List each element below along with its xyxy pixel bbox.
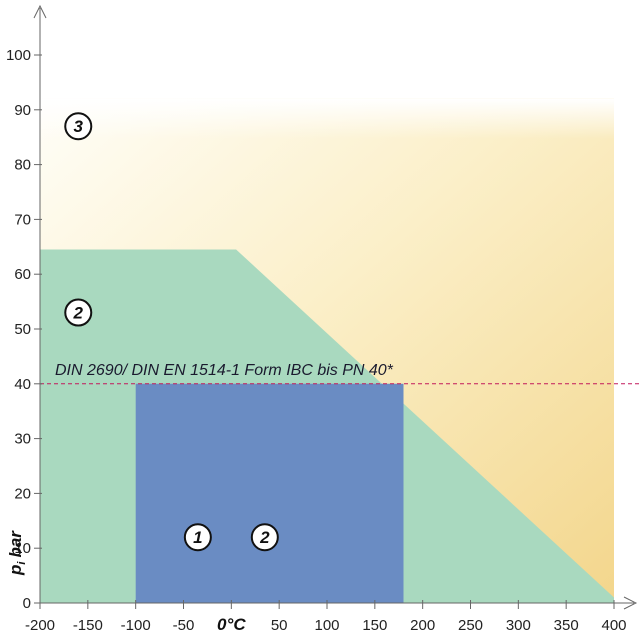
zone-1-badge: 1 (183, 523, 212, 552)
y-tick-label: 30 (14, 431, 31, 448)
zone-2-badge: 2 (64, 298, 93, 327)
y-tick-label: 40 (14, 376, 31, 393)
y-axis-arrow-icon (33, 4, 47, 19)
reference-line-layer: DIN 2690/ DIN EN 1514-1 Form IBC bis PN … (40, 362, 640, 385)
x-tick-label: -200 (25, 617, 55, 634)
x-axis-title: 0°C (217, 615, 246, 634)
zone-2-badge-secondary: 2 (250, 523, 279, 552)
zone-3-top-fade (40, 98, 614, 139)
x-tick-label: -150 (73, 617, 103, 634)
y-tick-label: 90 (14, 102, 31, 119)
x-tick-label: -50 (173, 617, 195, 634)
zone-1-badge-circle (183, 523, 212, 552)
x-tick-label: 200 (410, 617, 435, 634)
x-tick-label: 250 (458, 617, 483, 634)
y-tick-label: 100 (6, 47, 31, 64)
x-tick-label: 100 (314, 617, 339, 634)
y-tick-label: 0 (23, 595, 31, 612)
zone-1-area (135, 383, 404, 603)
zone-1-badge-number: 1 (193, 528, 202, 547)
x-tick-label: 350 (554, 617, 579, 634)
zone-2-badge-number: 2 (73, 304, 84, 323)
labels-layer: 3 2 2 1 (64, 112, 279, 552)
zone-2-badge-circle (64, 298, 93, 327)
x-tick-label: -100 (121, 617, 151, 634)
x-tick-label: 50 (271, 617, 288, 634)
y-tick-label: 10 (14, 540, 31, 557)
zone-3-badge: 3 (64, 112, 93, 141)
x-tick-label: 400 (601, 617, 626, 634)
zone-2-badge-secondary-number: 2 (259, 528, 270, 547)
y-tick-label: 70 (14, 211, 31, 228)
zone-2-badge-secondary-circle (250, 523, 279, 552)
axes-layer: 0 10 20 30 40 50 60 70 80 90 100 -200 -150 -100 -50 50 1… (6, 4, 638, 634)
x-tick-label: 150 (362, 617, 387, 634)
y-tick-label: 20 (14, 485, 31, 502)
y-tick-label: 60 (14, 266, 31, 283)
zone-3-badge-number: 3 (74, 117, 84, 136)
y-tick-label: 50 (14, 321, 31, 338)
din-reference-label: DIN 2690/ DIN EN 1514-1 Form IBC bis PN … (55, 362, 394, 379)
y-axis-title: pibar (6, 530, 28, 576)
y-tick-label: 80 (14, 157, 31, 174)
x-tick-label: 300 (506, 617, 531, 634)
x-axis-arrow-icon (623, 596, 638, 610)
zone-3-badge-circle (64, 112, 93, 141)
regions-layer (40, 98, 614, 604)
